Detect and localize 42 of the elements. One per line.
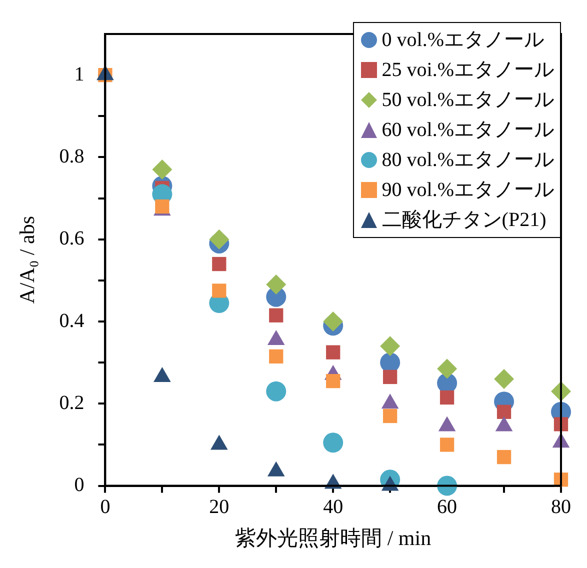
x-tick-label: 60 bbox=[437, 496, 458, 518]
point bbox=[383, 370, 398, 384]
y-axis-title: A/A₀ / abs bbox=[15, 216, 40, 304]
point bbox=[152, 160, 172, 180]
point bbox=[323, 432, 344, 453]
x-tick-label: 0 bbox=[100, 496, 110, 518]
point bbox=[437, 476, 458, 496]
point bbox=[326, 374, 340, 388]
y-tick-label: 0.6 bbox=[59, 228, 84, 250]
point bbox=[496, 450, 512, 464]
point bbox=[212, 256, 226, 272]
legend-label: 90 vol.%エタノール bbox=[382, 178, 554, 203]
legend-label: 50 vol.%エタノール bbox=[382, 88, 554, 113]
x-tick-label: 40 bbox=[323, 496, 344, 518]
point bbox=[212, 284, 226, 298]
point bbox=[440, 390, 454, 405]
legend-label: 0 vol.%エタノール bbox=[382, 28, 544, 53]
point bbox=[209, 229, 230, 250]
point bbox=[269, 349, 284, 364]
legend-label: 80 vol.%エタノール bbox=[382, 148, 554, 173]
point bbox=[269, 308, 284, 322]
point bbox=[266, 274, 286, 295]
point bbox=[437, 358, 458, 379]
y-tick-label: 0.4 bbox=[59, 310, 84, 332]
y-tick-label: 1 bbox=[74, 63, 84, 86]
y-tick-label: 0 bbox=[74, 474, 84, 496]
point bbox=[440, 438, 454, 452]
y-tick-label: 0.8 bbox=[59, 145, 84, 168]
legend-label: 二酸化チタン(P21) bbox=[382, 208, 546, 233]
legend-label: 60 vol.%エタノール bbox=[382, 118, 554, 143]
point bbox=[496, 404, 512, 419]
point bbox=[326, 345, 340, 360]
point bbox=[494, 369, 514, 390]
point bbox=[323, 312, 344, 332]
point bbox=[383, 408, 398, 424]
point bbox=[266, 381, 286, 402]
x-tick-label: 20 bbox=[209, 496, 230, 518]
x-axis-title: 紫外光照射時間 / min bbox=[235, 526, 432, 550]
x-tick-label: 80 bbox=[551, 496, 571, 518]
legend-label: 25 voi.%エタノール bbox=[382, 58, 554, 83]
point bbox=[380, 336, 400, 356]
y-tick-label: 0.2 bbox=[59, 392, 84, 414]
